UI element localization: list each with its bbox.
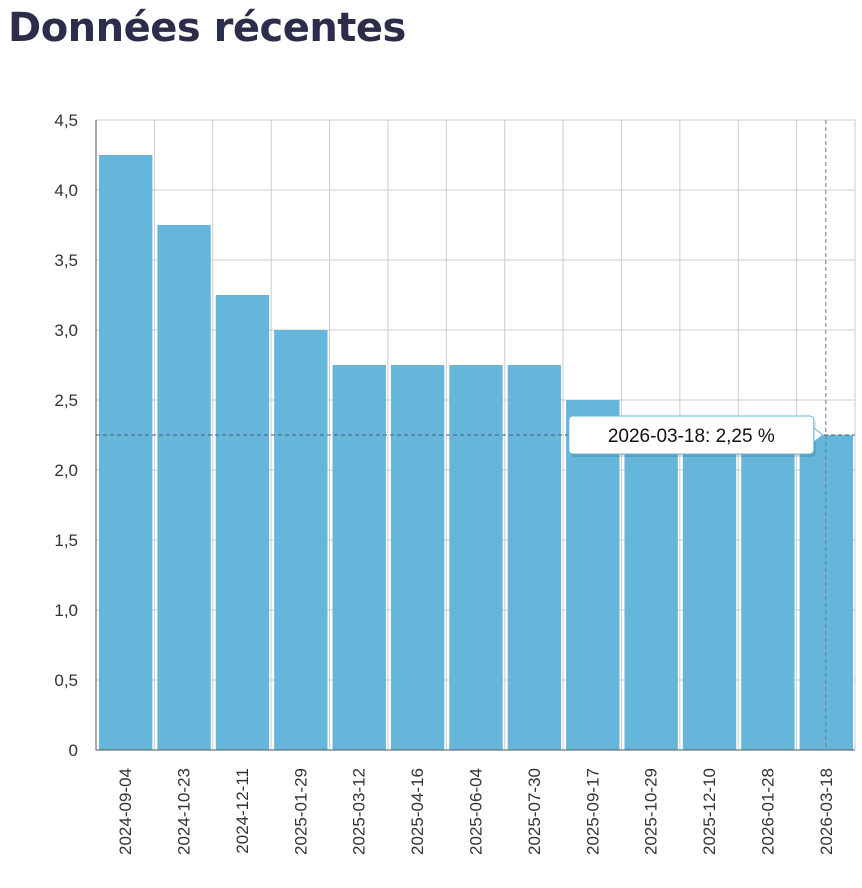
y-tick-label: 1,5 bbox=[54, 531, 78, 550]
bar[interactable] bbox=[332, 365, 386, 750]
y-tick-label: 0,5 bbox=[54, 671, 78, 690]
x-tick-label: 2025-04-16 bbox=[408, 768, 427, 855]
y-tick-label: 4,5 bbox=[54, 111, 78, 130]
x-tick-label: 2025-10-29 bbox=[642, 768, 661, 855]
bar[interactable] bbox=[741, 435, 795, 750]
y-tick-label: 2,5 bbox=[54, 391, 78, 410]
x-tick-label: 2024-12-11 bbox=[233, 768, 252, 854]
bar[interactable] bbox=[624, 435, 678, 750]
bar[interactable] bbox=[566, 400, 620, 750]
tooltip-text: 2026-03-18: 2,25 % bbox=[608, 426, 775, 447]
x-tick-label: 2025-09-17 bbox=[583, 768, 602, 855]
y-tick-label: 3,5 bbox=[54, 251, 78, 270]
x-axis-ticks: 2024-09-04 2024-10-23 2024-12-11 2025-01-29… bbox=[116, 768, 836, 855]
x-tick-label: 2025-12-10 bbox=[700, 768, 719, 855]
x-tick-label: 2025-03-12 bbox=[350, 768, 369, 855]
x-tick-label: 2024-09-04 bbox=[116, 768, 135, 855]
bar[interactable] bbox=[157, 225, 211, 750]
bar[interactable] bbox=[682, 435, 737, 750]
x-tick-label: 2025-07-30 bbox=[525, 768, 544, 855]
bar[interactable] bbox=[274, 330, 328, 750]
x-tick-label: 2026-01-28 bbox=[758, 768, 777, 855]
x-tick-label: 2025-01-29 bbox=[291, 768, 310, 855]
x-tick-label: 2024-10-23 bbox=[175, 768, 194, 855]
y-tick-label: 1,0 bbox=[54, 601, 78, 620]
bar[interactable] bbox=[215, 295, 270, 750]
tooltip-box bbox=[568, 415, 815, 455]
y-tick-label: 4,0 bbox=[54, 181, 78, 200]
bar[interactable] bbox=[449, 365, 503, 750]
bar[interactable] bbox=[99, 155, 153, 750]
y-tick-label: 2,0 bbox=[54, 461, 78, 480]
y-tick-label: 3,0 bbox=[54, 321, 78, 340]
bar[interactable] bbox=[390, 365, 445, 750]
page-title: Données récentes bbox=[8, 5, 406, 51]
chart-bars bbox=[99, 155, 853, 750]
y-tick-label: 0 bbox=[69, 741, 78, 760]
bar[interactable] bbox=[507, 365, 562, 750]
chart-tooltip: 2026-03-18: 2,25 % bbox=[568, 415, 824, 457]
x-tick-label: 2026-03-18 bbox=[817, 768, 836, 855]
y-axis-ticks: 0 0,5 1,0 1,5 2,0 2,5 3,0 3,5 4,0 4,5 bbox=[54, 111, 78, 760]
x-tick-label: 2025-06-04 bbox=[467, 768, 486, 855]
